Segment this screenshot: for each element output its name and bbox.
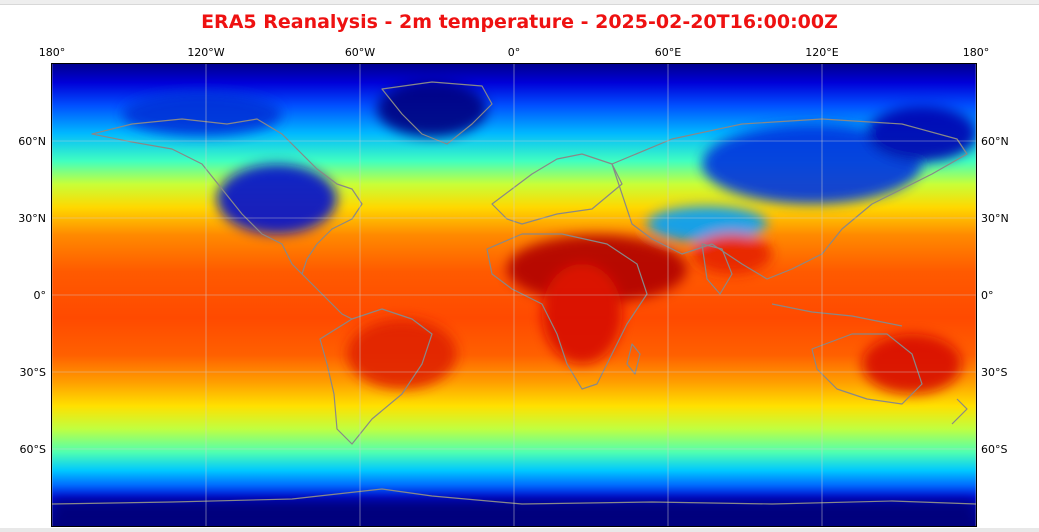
lon-tick-label: 180° xyxy=(38,46,66,59)
lat-tick-label-right: 0° xyxy=(981,289,994,302)
lon-tick-label: 180° xyxy=(962,46,990,59)
lat-tick-label-right: 30°N xyxy=(981,212,1009,225)
lon-tick-label: 0° xyxy=(507,46,521,59)
lat-tick-label-left: 30°N xyxy=(18,212,46,225)
temperature-field xyxy=(52,64,976,526)
map-title: ERA5 Reanalysis - 2m temperature - 2025-… xyxy=(201,11,838,33)
coastlines xyxy=(52,81,976,505)
gridlines xyxy=(52,64,976,526)
lon-tick-label: 60°W xyxy=(344,46,376,59)
lon-tick-label: 120°W xyxy=(187,46,225,59)
lat-tick-label-left: 30°S xyxy=(19,366,46,379)
lat-tick-label-right: 60°S xyxy=(981,443,1008,456)
top-divider xyxy=(0,0,1039,5)
lat-tick-label-left: 60°S xyxy=(19,443,46,456)
bottom-divider xyxy=(0,528,1039,532)
lat-tick-label-right: 30°S xyxy=(981,366,1008,379)
temperature-map[interactable] xyxy=(51,63,977,527)
lon-tick-label: 60°E xyxy=(654,46,682,59)
lat-tick-label-left: 60°N xyxy=(18,135,46,148)
lat-tick-label-left: 0° xyxy=(33,289,47,302)
lat-tick-label-right: 60°N xyxy=(981,135,1009,148)
lon-tick-label: 120°E xyxy=(805,46,839,59)
